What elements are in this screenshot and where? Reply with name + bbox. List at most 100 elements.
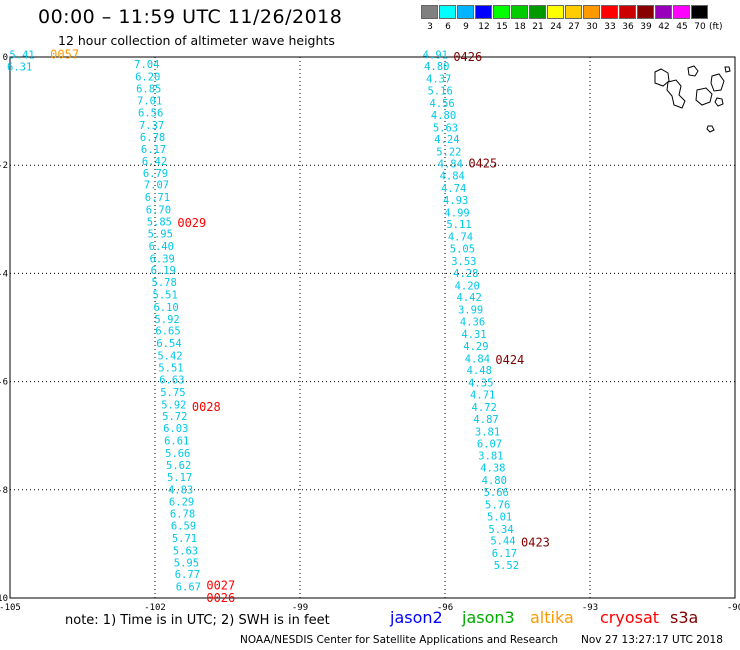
- swh-value: 4.93: [443, 195, 468, 207]
- swh-value: 5.71: [172, 533, 197, 545]
- swh-value: 5.76: [485, 499, 510, 511]
- swh-value: 3.81: [475, 426, 500, 438]
- legend-unit: (ft): [709, 22, 723, 32]
- legend-swatch-24: [547, 5, 564, 19]
- swh-value: 6.61: [164, 436, 189, 448]
- swh-value: 6.70: [146, 205, 171, 217]
- satellite-altika: altika: [530, 608, 574, 627]
- legend-swatch-12: [475, 5, 492, 19]
- swh-value: 5.41: [9, 49, 34, 61]
- legend-swatch-6: [439, 5, 456, 19]
- swh-value: 5.05: [450, 244, 475, 256]
- swh-value: 4.80: [431, 110, 456, 122]
- legend-label-18: 18: [514, 22, 526, 32]
- satellite-s3a: s3a: [670, 608, 699, 627]
- swh-value: 4.80: [482, 475, 507, 487]
- swh-value: 6.63: [159, 374, 184, 386]
- swh-value: 3.53: [451, 256, 476, 268]
- swh-value: 4.28: [453, 268, 478, 280]
- swh-value: 5.66: [484, 487, 509, 499]
- lat-tick-label: -4: [0, 269, 8, 279]
- legend-label-12: 12: [478, 22, 490, 32]
- swh-value: 5.34: [488, 524, 513, 536]
- swh-value: 5.72: [162, 411, 187, 423]
- map-frame: [9, 56, 736, 599]
- legend-swatch-15: [493, 5, 510, 19]
- swh-value: 6.77: [175, 569, 200, 581]
- swh-value: 5.92: [154, 314, 179, 326]
- swh-value: 3.99: [458, 305, 483, 317]
- swh-value: 5.92: [161, 399, 186, 411]
- swh-value: 4.87: [473, 414, 498, 426]
- legend-label-30: 30: [586, 22, 598, 32]
- island-outline: [710, 73, 725, 92]
- legend-swatch-21: [529, 5, 546, 19]
- swh-value: 7.04: [134, 59, 159, 71]
- swh-value: 4.29: [463, 341, 488, 353]
- island-outline: [724, 66, 731, 73]
- swh-value: 6.85: [136, 83, 161, 95]
- legend-label-33: 33: [604, 22, 616, 32]
- legend-label-21: 21: [532, 22, 544, 32]
- swh-value: 5.95: [174, 557, 199, 569]
- swh-value: 6.79: [143, 168, 168, 180]
- legend-label-42: 42: [658, 22, 670, 32]
- swh-value: 6.65: [155, 326, 180, 338]
- swh-value: 6.39: [150, 253, 175, 265]
- island-outline: [706, 125, 715, 133]
- swh-value: 4.48: [467, 365, 492, 377]
- legend-swatch-30: [583, 5, 600, 19]
- swh-value: 7.07: [144, 180, 169, 192]
- swh-value: 4.72: [472, 402, 497, 414]
- swh-value: 5.44: [490, 536, 515, 548]
- island-outline: [714, 97, 724, 107]
- legend-swatch-18: [511, 5, 528, 19]
- swh-value: 4.91: [423, 49, 448, 61]
- swh-value: 6.31: [7, 62, 32, 74]
- swh-value: 4.83: [168, 484, 193, 496]
- legend-label-3: 3: [427, 22, 433, 32]
- swh-value: 4.80: [424, 61, 449, 73]
- swh-value: 4.24: [434, 134, 459, 146]
- lon-tick-label: -102: [144, 603, 166, 613]
- pass-time-label: 0057: [50, 47, 79, 61]
- legend-swatch-39: [637, 5, 654, 19]
- lat-tick-label: 0: [3, 53, 8, 63]
- pass-time-label: 0029: [177, 216, 206, 230]
- swh-value: 6.78: [170, 509, 195, 521]
- swh-value: 6.03: [163, 423, 188, 435]
- legend-label-9: 9: [463, 22, 469, 32]
- lon-tick-label: -96: [437, 603, 453, 613]
- swh-value: 5.85: [147, 216, 172, 228]
- swh-value: 5.63: [433, 122, 458, 134]
- swh-value: 5.66: [165, 448, 190, 460]
- legend-swatch-33: [601, 5, 618, 19]
- swh-value: 5.95: [148, 228, 173, 240]
- swh-value: 5.78: [152, 277, 177, 289]
- generation-timestamp: Nov 27 13:27:17 UTC 2018: [581, 634, 723, 646]
- lat-tick-label: -10: [0, 594, 8, 604]
- legend-swatch-45: [673, 5, 690, 19]
- lon-tick-label: -99: [292, 603, 308, 613]
- swh-value: 5.16: [428, 86, 453, 98]
- lat-tick-label: -8: [0, 486, 8, 496]
- swh-value: 6.59: [171, 521, 196, 533]
- swh-value: 4.74: [441, 183, 466, 195]
- swh-value: 5.22: [436, 147, 461, 159]
- pass-time-label: 0424: [495, 353, 524, 367]
- swh-value: 4.84: [438, 159, 463, 171]
- pass-time-label: 0028: [192, 400, 221, 414]
- swh-value: 4.42: [457, 292, 482, 304]
- satellite-jason2: jason2: [390, 608, 443, 627]
- legend-swatch-9: [457, 5, 474, 19]
- swh-value: 4.35: [468, 378, 493, 390]
- swh-value: 4.37: [426, 74, 451, 86]
- page-title: 00:00 – 11:59 UTC 11/26/2018: [38, 6, 343, 28]
- lon-tick-label: -90: [727, 603, 740, 613]
- swh-value: 6.17: [141, 144, 166, 156]
- pass-time-label: 0426: [453, 50, 482, 64]
- swh-value: 5.52: [494, 560, 519, 572]
- swh-value: 6.67: [176, 582, 201, 594]
- swh-value: 6.71: [145, 192, 170, 204]
